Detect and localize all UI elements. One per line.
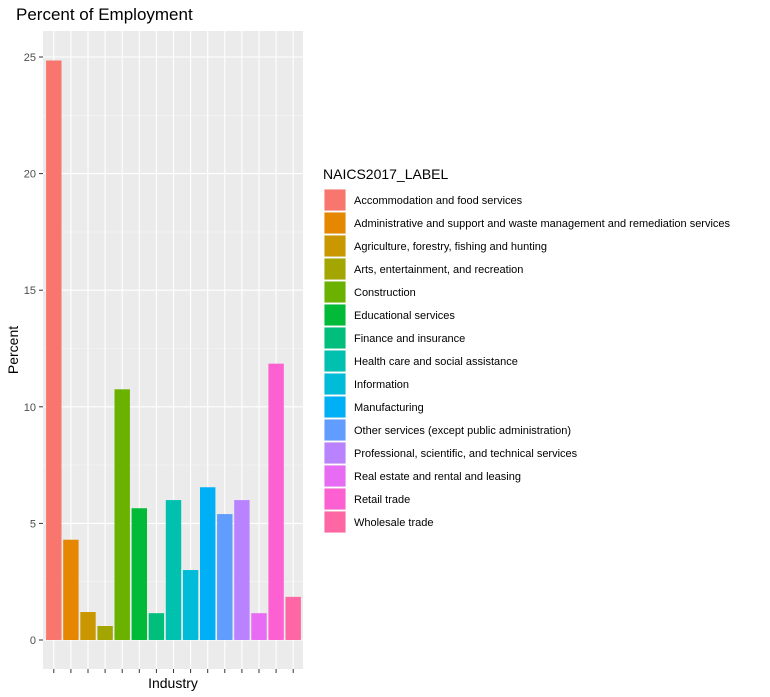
bar: [217, 514, 233, 640]
y-tick-label: 5: [30, 518, 36, 530]
legend-swatch: [324, 350, 346, 372]
legend-label: Health care and social assistance: [354, 356, 518, 368]
y-axis-title: Percent: [5, 326, 21, 374]
legend-label: Administrative and support and waste man…: [354, 218, 731, 230]
legend-label: Accommodation and food services: [354, 195, 523, 207]
bar: [285, 596, 301, 640]
legend-swatch: [324, 419, 346, 441]
bar: [80, 612, 96, 640]
y-tick-label: 25: [24, 52, 36, 64]
bar: [268, 363, 284, 640]
legend-label: Retail trade: [354, 494, 410, 506]
y-tick-label: 15: [24, 285, 36, 297]
legend-title: NAICS2017_LABEL: [323, 166, 449, 182]
legend-label: Arts, entertainment, and recreation: [354, 264, 523, 276]
legend-swatch: [324, 488, 346, 510]
legend-label: Wholesale trade: [354, 517, 434, 529]
legend-swatch: [324, 212, 346, 234]
y-tick-label: 20: [24, 169, 36, 181]
legend-swatch: [324, 465, 346, 487]
x-axis: [53, 669, 294, 673]
bar: [131, 508, 147, 640]
bar: [165, 500, 182, 640]
legend-swatch: [324, 189, 346, 211]
bar: [114, 389, 130, 640]
legend-label: Other services (except public administra…: [354, 425, 571, 437]
legend-label: Finance and insurance: [354, 333, 465, 345]
legend-items: Accommodation and food services Administr…: [324, 189, 731, 533]
legend-swatch: [324, 442, 346, 464]
y-tick-label: 0: [30, 635, 36, 647]
legend-label: Agriculture, forestry, fishing and hunti…: [354, 241, 547, 253]
x-axis-title: Industry: [148, 675, 198, 691]
legend-label: Information: [354, 379, 409, 391]
bar: [251, 613, 267, 640]
bar: [46, 60, 62, 641]
bar: [182, 570, 199, 640]
bar: [63, 539, 79, 640]
legend-label: Professional, scientific, and technical …: [354, 448, 578, 460]
legend: NAICS2017_LABEL Accommodation and food s…: [323, 166, 731, 533]
bar: [234, 500, 250, 640]
y-tick-label: 10: [24, 402, 36, 414]
bars: [46, 60, 301, 641]
y-axis: 0 5 10 15 20 25: [24, 52, 43, 647]
legend-swatch: [324, 258, 346, 280]
bar: [148, 613, 165, 640]
legend-swatch: [324, 373, 346, 395]
legend-swatch: [324, 511, 346, 533]
legend-swatch: [324, 304, 346, 326]
legend-swatch: [324, 327, 346, 349]
bar: [97, 626, 113, 640]
legend-label: Real estate and rental and leasing: [354, 471, 521, 483]
legend-label: Educational services: [354, 310, 455, 322]
legend-swatch: [324, 281, 346, 303]
legend-label: Manufacturing: [354, 402, 424, 414]
legend-swatch: [324, 235, 346, 257]
legend-swatch: [324, 396, 346, 418]
bar: [200, 487, 216, 640]
legend-label: Construction: [354, 287, 416, 299]
chart-title: Percent of Employment: [16, 5, 193, 24]
